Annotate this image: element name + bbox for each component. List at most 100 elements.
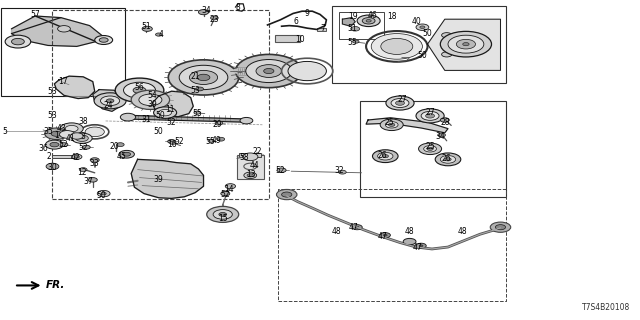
Circle shape — [215, 121, 223, 125]
Circle shape — [79, 168, 87, 172]
Text: 21: 21 — [191, 72, 200, 81]
Circle shape — [396, 101, 404, 105]
Circle shape — [115, 78, 164, 102]
Text: 47: 47 — [348, 223, 358, 232]
Text: 23: 23 — [209, 15, 220, 24]
Circle shape — [351, 27, 360, 31]
Circle shape — [416, 243, 426, 248]
Circle shape — [90, 158, 99, 162]
Circle shape — [170, 141, 176, 144]
Circle shape — [179, 65, 228, 90]
Text: 47: 47 — [412, 244, 422, 252]
Circle shape — [388, 123, 395, 126]
Text: 6: 6 — [293, 17, 298, 26]
Circle shape — [70, 133, 83, 139]
Circle shape — [189, 70, 218, 84]
Polygon shape — [12, 16, 102, 46]
Text: 50: 50 — [155, 111, 165, 120]
Text: 18: 18 — [387, 12, 396, 21]
Text: 16: 16 — [166, 140, 177, 149]
Circle shape — [276, 189, 297, 200]
Text: 49: 49 — [211, 136, 221, 145]
Polygon shape — [131, 159, 204, 198]
Text: 45: 45 — [116, 152, 127, 161]
Circle shape — [85, 127, 104, 137]
Text: 7: 7 — [321, 24, 326, 33]
Circle shape — [386, 96, 414, 110]
Polygon shape — [125, 115, 248, 122]
Circle shape — [123, 152, 131, 156]
Text: 48: 48 — [331, 228, 341, 236]
Circle shape — [463, 43, 469, 46]
Circle shape — [106, 99, 114, 103]
Text: 57: 57 — [30, 10, 40, 19]
Circle shape — [208, 139, 214, 142]
Text: 35: 35 — [44, 127, 54, 136]
Text: 39: 39 — [154, 175, 164, 184]
Circle shape — [217, 137, 225, 141]
Circle shape — [385, 122, 398, 128]
Text: 52: 52 — [275, 166, 285, 175]
Circle shape — [236, 54, 302, 88]
Circle shape — [99, 38, 108, 42]
Circle shape — [207, 206, 239, 222]
Text: 50: 50 — [154, 127, 164, 136]
Text: 26: 26 — [378, 151, 388, 160]
Text: T7S4B20108: T7S4B20108 — [582, 303, 630, 312]
Circle shape — [150, 90, 157, 94]
Circle shape — [244, 172, 257, 179]
Text: 53: 53 — [190, 86, 200, 95]
Text: 11: 11 — [165, 105, 174, 114]
Text: 41: 41 — [65, 134, 76, 143]
Circle shape — [156, 33, 162, 36]
Text: 47: 47 — [378, 232, 388, 241]
Text: 15: 15 — [218, 214, 228, 223]
Circle shape — [357, 15, 380, 27]
Circle shape — [100, 96, 120, 106]
Text: 8: 8 — [236, 3, 241, 12]
Circle shape — [240, 117, 253, 124]
Text: 31: 31 — [141, 115, 151, 124]
Text: 54: 54 — [147, 91, 157, 100]
Text: 48: 48 — [457, 227, 467, 236]
Bar — [237, 155, 264, 179]
Circle shape — [495, 225, 506, 230]
Text: 46: 46 — [367, 11, 378, 20]
Circle shape — [219, 212, 227, 216]
Circle shape — [371, 34, 422, 59]
Circle shape — [139, 94, 162, 106]
Circle shape — [416, 24, 429, 30]
Circle shape — [440, 31, 492, 57]
Circle shape — [74, 156, 79, 158]
Circle shape — [12, 38, 24, 45]
Text: 42: 42 — [70, 153, 81, 162]
Circle shape — [94, 93, 126, 109]
Text: 14: 14 — [224, 185, 234, 194]
Polygon shape — [428, 19, 500, 70]
Text: 56: 56 — [134, 83, 145, 92]
Polygon shape — [152, 91, 193, 117]
Circle shape — [46, 163, 59, 170]
Text: 19: 19 — [348, 12, 358, 21]
Circle shape — [426, 114, 435, 118]
Text: 22: 22 — [253, 147, 262, 156]
Circle shape — [58, 26, 70, 32]
Circle shape — [168, 140, 175, 143]
Text: 37: 37 — [83, 177, 93, 186]
Text: 27: 27 — [425, 108, 435, 117]
Text: 29: 29 — [212, 120, 223, 129]
Text: 38: 38 — [78, 117, 88, 126]
Text: 25: 25 — [425, 142, 435, 151]
Circle shape — [490, 222, 511, 232]
Text: 20: 20 — [109, 142, 119, 151]
Text: 24: 24 — [104, 101, 114, 110]
Circle shape — [382, 155, 388, 158]
Circle shape — [246, 60, 292, 83]
Text: 26: 26 — [442, 154, 452, 163]
Circle shape — [264, 68, 274, 74]
Circle shape — [456, 39, 476, 49]
Circle shape — [50, 142, 59, 147]
Text: 55: 55 — [347, 38, 357, 47]
Text: FR.: FR. — [46, 280, 65, 291]
Circle shape — [72, 154, 82, 159]
